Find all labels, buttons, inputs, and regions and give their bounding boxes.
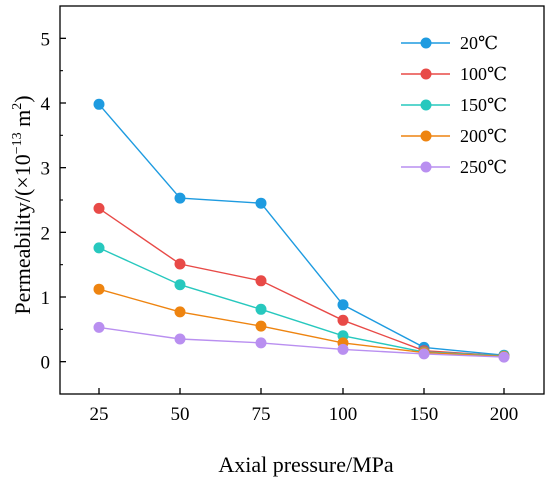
series-layer (93, 98, 510, 363)
legend-item: 200℃ (401, 126, 507, 146)
data-point (255, 275, 267, 287)
legend-item: 100℃ (401, 64, 507, 84)
data-point (255, 320, 267, 332)
y-axis-ticks: 0 1 2 3 4 5 (41, 29, 66, 374)
x-axis-ticks: 25 50 75 100 150 200 (90, 388, 519, 425)
data-point (174, 279, 186, 291)
y-axis-title-close: ) (10, 95, 35, 102)
legend-label: 20℃ (460, 33, 498, 53)
data-point (255, 197, 267, 209)
legend-marker (420, 68, 432, 80)
data-point (93, 98, 105, 110)
x-tick-label: 200 (490, 404, 519, 425)
x-tick-label: 100 (329, 404, 358, 425)
legend-marker (420, 161, 432, 173)
legend-label: 250℃ (460, 157, 507, 177)
legend-item: 20℃ (401, 33, 498, 53)
data-point (93, 202, 105, 214)
data-point (498, 351, 510, 363)
y-axis-title-unit: m (10, 110, 35, 133)
series-line (98, 326, 505, 358)
data-point (255, 337, 267, 349)
data-point (418, 348, 430, 360)
series-line (98, 247, 505, 357)
data-point (93, 283, 105, 295)
series-150℃ (93, 242, 510, 362)
series-20℃ (93, 98, 510, 361)
legend: 20℃ 100℃ 150℃ 200℃ 250℃ (401, 33, 507, 177)
data-point (174, 306, 186, 318)
legend-label: 200℃ (460, 126, 507, 146)
legend-item: 150℃ (401, 95, 507, 115)
legend-marker (420, 37, 432, 49)
series-line (98, 207, 505, 357)
data-point (337, 314, 349, 326)
x-tick-label: 25 (90, 404, 109, 425)
data-point (174, 333, 186, 345)
data-point (337, 299, 349, 311)
series-line (98, 288, 505, 358)
data-point (174, 192, 186, 204)
series-line (98, 103, 505, 356)
y-axis-title-main: Permeability/(×10 (10, 154, 35, 314)
y-axis-title-exponent: −13 (10, 132, 25, 154)
legend-label: 100℃ (460, 64, 507, 84)
data-point (174, 258, 186, 270)
y-tick-label: 0 (41, 353, 51, 374)
x-axis-title: Axial pressure/MPa (218, 452, 394, 477)
series-100℃ (93, 202, 510, 362)
legend-marker (420, 99, 432, 111)
series-250℃ (93, 321, 510, 363)
y-axis-title: Permeability/(×10−13 m2) (10, 95, 35, 314)
y-tick-label: 4 (41, 94, 51, 115)
data-point (93, 242, 105, 254)
legend-item: 250℃ (401, 157, 507, 177)
y-tick-label: 1 (41, 288, 51, 309)
y-tick-label: 3 (41, 159, 51, 180)
y-tick-label: 2 (41, 223, 51, 244)
x-tick-label: 75 (252, 404, 271, 425)
x-tick-label: 150 (410, 404, 439, 425)
data-point (337, 343, 349, 355)
legend-label: 150℃ (460, 95, 507, 115)
x-tick-label: 50 (171, 404, 190, 425)
data-point (255, 303, 267, 315)
legend-marker (420, 130, 432, 142)
y-tick-label: 5 (41, 29, 51, 50)
data-point (93, 321, 105, 333)
y-axis-title-unit-exponent: 2 (10, 103, 25, 110)
